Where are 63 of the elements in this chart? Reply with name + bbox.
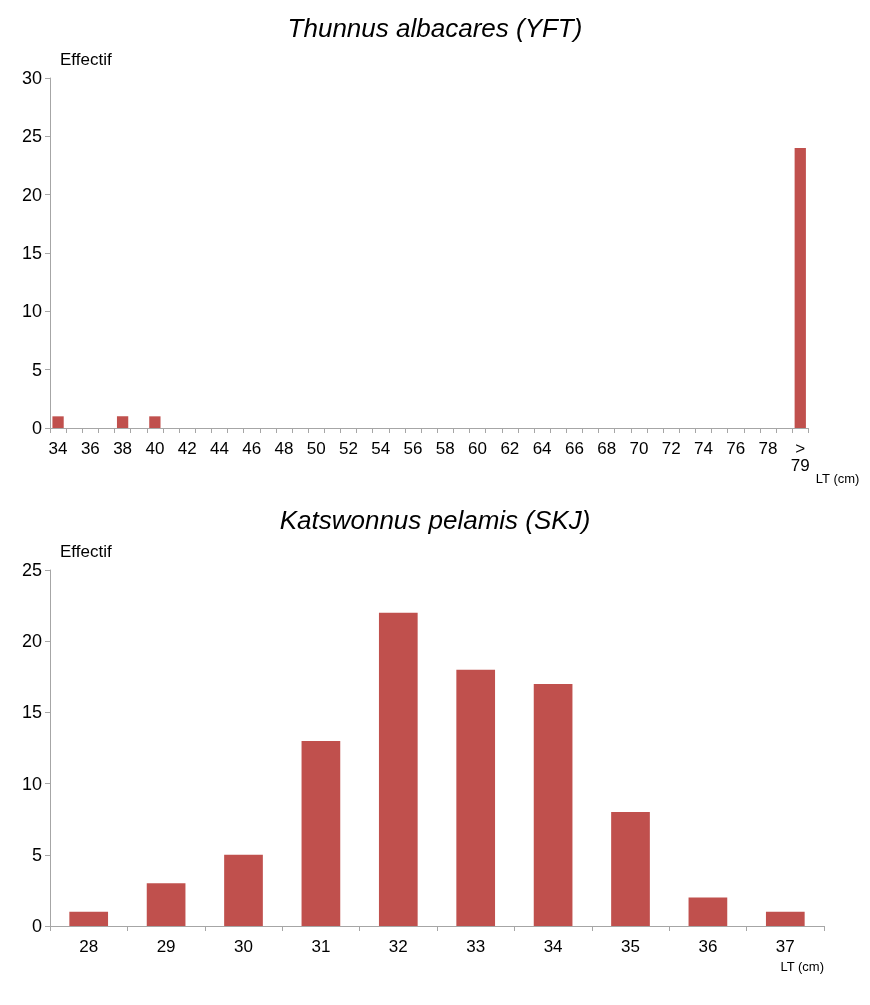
x-tick-label: 60 — [468, 439, 488, 458]
x-tick-label: 36 — [698, 937, 718, 956]
y-tick-label: 0 — [31, 418, 42, 438]
x-tick-label: 34 — [543, 937, 563, 956]
y-tick-label: 10 — [21, 773, 42, 794]
x-tick-label: 44 — [209, 439, 229, 458]
y-tick-label: 30 — [21, 68, 42, 88]
x-tick-label: 48 — [274, 439, 294, 458]
x-tick-label: 68 — [597, 439, 617, 458]
y-tick-label: 25 — [21, 126, 42, 147]
x-tick-label: 46 — [242, 439, 262, 458]
y-tick-label: 0 — [31, 916, 42, 936]
x-tick-label: 36 — [80, 439, 100, 458]
x-tick-label: 54 — [371, 439, 391, 458]
y-tick-label: 15 — [21, 243, 42, 263]
x-tick-label: 28 — [79, 937, 99, 956]
x-tick-label: 66 — [564, 439, 584, 458]
x-tick-label: 50 — [306, 439, 326, 458]
chart-title: Katswonnus pelamis (SKJ) — [279, 505, 591, 535]
x-tick-label: 72 — [661, 439, 681, 458]
y-tick-label: 20 — [21, 631, 42, 652]
x-tick-label: 62 — [500, 439, 520, 458]
y-tick-label: 20 — [21, 184, 42, 205]
x-tick-label: 40 — [145, 439, 165, 458]
x-tick-label: 78 — [758, 439, 778, 458]
chart-title: Thunnus albacares (YFT) — [287, 13, 583, 43]
bar — [146, 883, 186, 926]
y-tick-label: 25 — [21, 560, 42, 580]
bar — [688, 897, 728, 926]
y-tick-label: 5 — [31, 844, 42, 865]
x-tick-label: 52 — [339, 439, 358, 458]
x-tick-label: 37 — [775, 937, 795, 956]
bar — [301, 740, 341, 926]
bar — [765, 911, 805, 926]
bar — [378, 612, 418, 926]
y-tick-label: 10 — [21, 301, 42, 322]
x-tick-label: 42 — [177, 439, 197, 458]
bar — [456, 669, 496, 926]
x-tick-label: 29 — [156, 937, 176, 956]
x-axis-title: LT (cm) — [815, 471, 860, 486]
y-axis-title: Effectif — [60, 50, 112, 69]
x-tick-label: 76 — [726, 439, 746, 458]
y-tick-label: 15 — [21, 702, 42, 723]
y-axis-title: Effectif — [60, 542, 112, 561]
x-tick-label: 70 — [629, 439, 649, 458]
x-tick-label: 38 — [113, 439, 133, 458]
x-tick-label: 56 — [403, 439, 423, 458]
x-tick-label: 31 — [311, 937, 331, 956]
bar — [611, 812, 650, 926]
y-tick-label: 5 — [31, 359, 42, 380]
x-tick-label: 74 — [693, 439, 713, 458]
x-tick-label: 30 — [234, 937, 253, 956]
bar — [224, 854, 263, 926]
x-axis-title: LT (cm) — [780, 959, 824, 974]
x-tick-label: 64 — [532, 439, 552, 458]
x-tick-label: 33 — [466, 937, 486, 956]
x-tick-label: > 79 — [790, 439, 810, 475]
x-tick-label: 34 — [48, 439, 68, 458]
bar — [69, 911, 109, 926]
x-tick-label: 32 — [388, 937, 408, 956]
x-tick-label: 58 — [435, 439, 455, 458]
x-tick-label: 35 — [621, 937, 640, 956]
bar — [533, 683, 573, 926]
